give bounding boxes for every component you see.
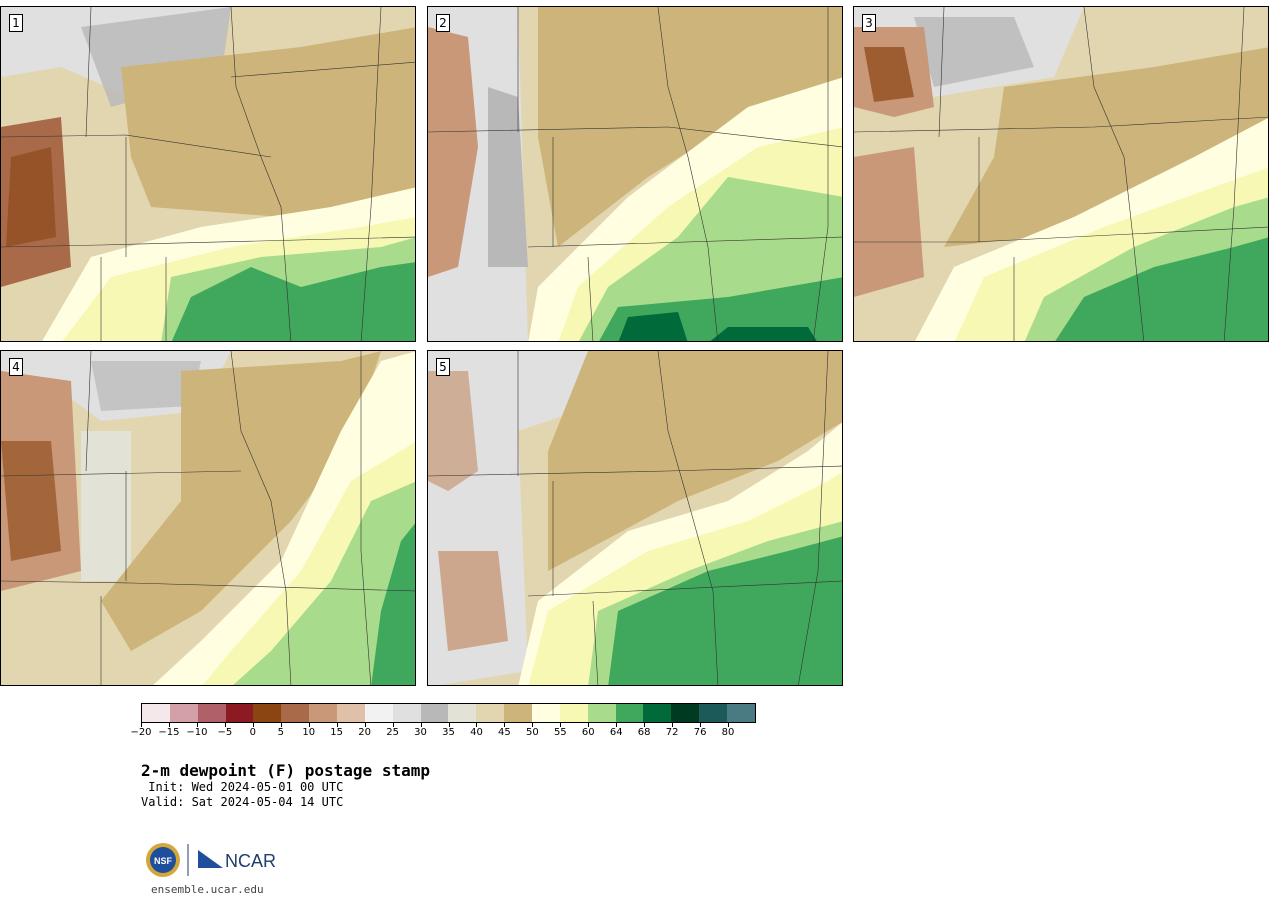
tick-label: 35 xyxy=(442,727,455,738)
map-2-field xyxy=(428,7,842,341)
colorbar-swatch xyxy=(643,704,672,722)
tick-mark xyxy=(448,723,450,727)
map-panel-5: 5 xyxy=(427,350,843,686)
tick-mark xyxy=(280,723,282,727)
panel-label: 2 xyxy=(436,14,450,32)
tick-mark xyxy=(224,723,226,727)
tick-mark xyxy=(588,723,590,727)
colorbar-swatch xyxy=(169,704,198,722)
map-1-field xyxy=(1,7,415,341)
tick-mark xyxy=(336,723,338,727)
panel-label: 3 xyxy=(862,14,876,32)
colorbar-swatch xyxy=(420,704,449,722)
colorbar-swatch xyxy=(615,704,644,722)
tick-mark xyxy=(252,723,254,727)
colorbar-swatch xyxy=(727,704,755,722)
colorbar-swatch xyxy=(448,704,477,722)
map-5-field xyxy=(428,351,842,685)
tick-mark xyxy=(532,723,534,727)
tick-label: 60 xyxy=(581,727,595,738)
tick-label: 10 xyxy=(302,727,316,738)
tick-label: 25 xyxy=(386,727,399,738)
tick-label: 76 xyxy=(693,727,707,738)
map-panel-4: 4 xyxy=(0,350,416,686)
tick-label: −20 xyxy=(130,727,152,738)
colorbar-swatch xyxy=(281,704,310,722)
panel-label: 5 xyxy=(436,358,450,376)
ncar-text: NCAR xyxy=(225,851,276,871)
tick-mark xyxy=(308,723,310,727)
tick-label: 45 xyxy=(498,727,511,738)
init-time: Init: Wed 2024-05-01 00 UTC xyxy=(141,780,344,794)
tick-mark xyxy=(644,723,646,727)
panel-label: 4 xyxy=(9,358,23,376)
tick-mark xyxy=(364,723,366,727)
colorbar-swatch xyxy=(476,704,505,722)
tick-mark xyxy=(196,723,198,727)
colorbar-swatch xyxy=(392,704,421,722)
map-panel-1: 1 xyxy=(0,6,416,342)
panel-label: 1 xyxy=(9,14,23,32)
tick-mark xyxy=(420,723,422,727)
colorbar xyxy=(141,703,756,723)
colorbar-swatch xyxy=(532,704,560,722)
tick-mark xyxy=(700,723,702,727)
tick-label: 20 xyxy=(358,727,371,738)
colorbar-swatch xyxy=(587,704,616,722)
tick-label: 64 xyxy=(609,727,623,738)
colorbar-swatch xyxy=(309,704,338,722)
tick-mark xyxy=(504,723,506,727)
tick-label: 50 xyxy=(525,727,539,738)
tick-label: 80 xyxy=(721,727,735,738)
tick-mark xyxy=(392,723,394,727)
nsf-ncar-logo: NSF NCAR xyxy=(146,843,276,877)
logos: NSF NCAR xyxy=(143,842,283,882)
tick-mark xyxy=(560,723,562,727)
tick-mark xyxy=(616,723,618,727)
tick-label: 15 xyxy=(330,727,344,738)
tick-mark xyxy=(728,723,730,727)
tick-label: −5 xyxy=(217,727,233,738)
map-panel-2: 2 xyxy=(427,6,843,342)
colorbar-swatch xyxy=(671,704,700,722)
tick-mark xyxy=(476,723,478,727)
colorbar-swatch xyxy=(253,704,282,722)
colorbar-swatch xyxy=(142,704,170,722)
colorbar-swatch xyxy=(225,704,254,722)
colorbar-swatch xyxy=(504,704,533,722)
tick-label: 55 xyxy=(553,727,567,738)
tick-mark xyxy=(672,723,674,727)
colorbar-ticks: −20 −15 −10 −5 0 5 10 15 20 25 30 35 40 45 50 55 60 64 68 7… xyxy=(130,723,756,743)
ncar-logo: NCAR xyxy=(198,850,276,871)
valid-time: Valid: Sat 2024-05-04 14 UTC xyxy=(141,795,344,809)
tick-mark xyxy=(168,723,170,727)
tick-mark xyxy=(141,723,142,727)
tick-label: −10 xyxy=(186,727,208,738)
tick-label: 68 xyxy=(637,727,651,738)
nsf-text: NSF xyxy=(154,856,173,866)
map-4-field xyxy=(1,351,415,685)
tick-label: 5 xyxy=(277,727,284,738)
colorbar-swatch xyxy=(337,704,365,722)
tick-label: −15 xyxy=(158,727,180,738)
tick-label: 40 xyxy=(470,727,483,738)
colorbar-swatch xyxy=(559,704,588,722)
map-panel-3: 3 xyxy=(853,6,1269,342)
page-title: 2-m dewpoint (F) postage stamp xyxy=(141,761,430,780)
colorbar-swatch xyxy=(197,704,226,722)
colorbar-swatch xyxy=(699,704,728,722)
map-3-field xyxy=(854,7,1268,341)
nsf-logo: NSF xyxy=(146,843,180,877)
colorbar-swatch xyxy=(364,704,393,722)
tick-label: 0 xyxy=(249,727,256,738)
tick-label: 72 xyxy=(665,727,679,738)
site-url: ensemble.ucar.edu xyxy=(151,883,264,896)
tick-label: 30 xyxy=(414,727,427,738)
